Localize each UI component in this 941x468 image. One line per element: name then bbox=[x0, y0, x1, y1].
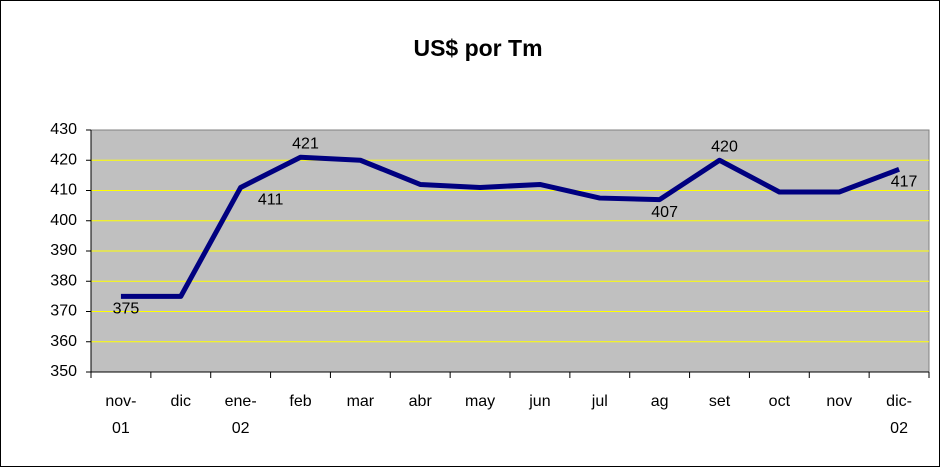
y-tick-label: 420 bbox=[50, 151, 77, 168]
data-label: 417 bbox=[891, 174, 918, 191]
x-tick-label: abr bbox=[409, 393, 433, 410]
x-tick-label: nov- 01 bbox=[105, 393, 136, 437]
x-tick-label-line: 02 bbox=[890, 420, 908, 437]
y-tick-label: 380 bbox=[50, 272, 77, 289]
x-tick-label: dic- 02 bbox=[886, 393, 912, 437]
x-tick-label-line: 01 bbox=[112, 420, 130, 437]
x-tick-label: oct bbox=[769, 393, 791, 410]
data-label: 420 bbox=[711, 138, 738, 155]
line-series bbox=[120, 154, 900, 299]
y-tick-label: 430 bbox=[50, 121, 77, 138]
data-label: 375 bbox=[113, 301, 140, 318]
x-tick-label: ag bbox=[651, 393, 669, 410]
y-tick-label: 400 bbox=[50, 212, 77, 229]
x-tick-label: may bbox=[465, 393, 495, 410]
x-tick-label: mar bbox=[347, 393, 375, 410]
x-tick-label: jul bbox=[591, 393, 608, 410]
x-tick-label: feb bbox=[289, 393, 311, 410]
x-tick-label-line: nov- bbox=[105, 393, 136, 410]
x-tick-label: jun bbox=[528, 393, 550, 410]
data-label: 421 bbox=[292, 135, 319, 152]
x-tick-label-line: ene- bbox=[225, 393, 257, 410]
x-tick-label: set bbox=[709, 393, 731, 410]
y-tick-label: 350 bbox=[50, 363, 77, 380]
x-tick-label: ene- 02 bbox=[225, 393, 257, 437]
x-tick-label-line: 02 bbox=[232, 420, 250, 437]
y-tick-label: 360 bbox=[50, 333, 77, 350]
data-label: 407 bbox=[651, 204, 678, 221]
data-label: 411 bbox=[258, 192, 284, 209]
x-tick-label: dic bbox=[171, 393, 191, 410]
y-tick-label: 390 bbox=[50, 242, 77, 259]
x-tick-label: nov bbox=[826, 393, 852, 410]
x-tick-label-line: dic- bbox=[886, 393, 912, 410]
y-tick-label: 370 bbox=[50, 303, 77, 320]
y-tick-label: 410 bbox=[50, 182, 77, 199]
chart-title: US$ por Tm bbox=[413, 35, 542, 61]
